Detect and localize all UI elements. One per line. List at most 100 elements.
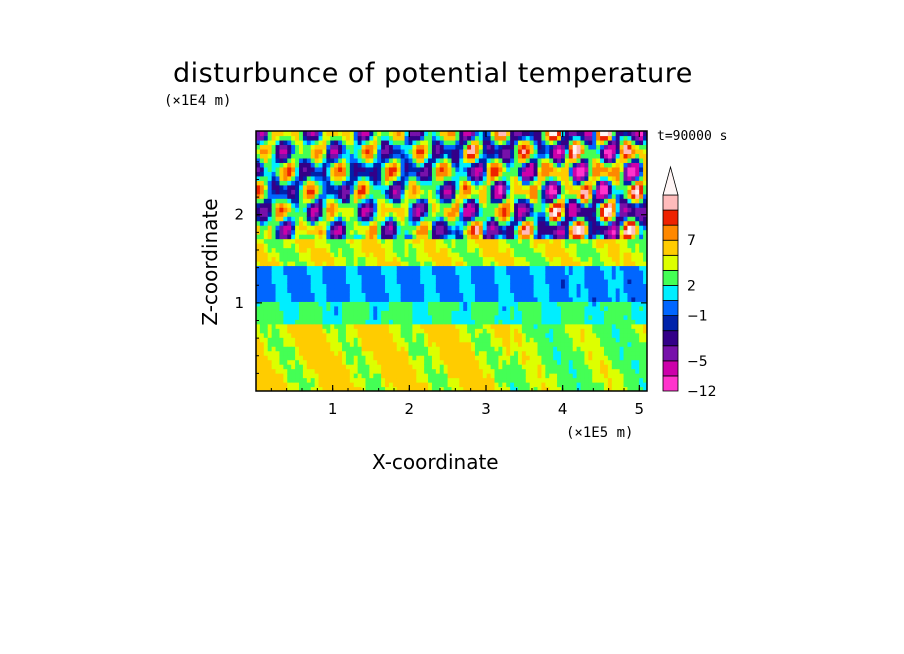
field-cell: [510, 153, 515, 159]
field-cell: [502, 144, 507, 150]
field-cell: [424, 359, 429, 365]
field-cell: [291, 180, 296, 186]
field-cell: [568, 373, 574, 379]
x-axis-unit: (×1E5 m): [566, 425, 634, 441]
field-cell: [342, 359, 347, 365]
field-cell: [529, 341, 535, 347]
field-cell: [435, 193, 441, 199]
field-cell: [279, 283, 284, 289]
field-cell: [576, 310, 582, 316]
field-cell: [275, 207, 281, 213]
field-cell: [435, 323, 441, 329]
field-cell: [463, 305, 468, 311]
field-cell: [451, 301, 457, 307]
field-cell: [388, 175, 394, 181]
field-cell: [545, 252, 550, 258]
field-cell: [443, 171, 449, 177]
field-cell: [459, 166, 464, 172]
field-cell: [322, 148, 327, 155]
field-cell: [510, 207, 515, 213]
field-cell: [588, 211, 593, 217]
field-cell: [443, 207, 449, 213]
field-cell: [412, 252, 417, 258]
field-cell: [267, 184, 273, 190]
field-cell: [385, 202, 390, 208]
field-cell: [365, 296, 370, 302]
field-cell: [283, 274, 288, 280]
field-cell: [588, 337, 593, 343]
field-cell: [412, 341, 417, 347]
field-cell: [291, 234, 296, 240]
field-cell: [529, 314, 535, 320]
field-cell: [439, 332, 445, 338]
field-cell: [263, 180, 269, 186]
field-cell: [338, 368, 343, 374]
field-cell: [302, 310, 308, 316]
field-cell: [256, 166, 261, 172]
field-cell: [443, 157, 449, 163]
field-cell: [263, 211, 269, 217]
field-cell: [431, 153, 437, 159]
field-cell: [474, 180, 480, 186]
field-cell: [557, 269, 562, 276]
field-cell: [388, 314, 394, 320]
field-cell: [439, 216, 445, 222]
field-cell: [259, 220, 265, 226]
field-cell: [267, 377, 273, 383]
field-cell: [416, 189, 421, 195]
field-cell: [447, 238, 453, 244]
field-cell: [326, 162, 331, 168]
field-cell: [361, 198, 367, 204]
field-cell: [334, 139, 339, 146]
field-cell: [259, 377, 265, 383]
field-cell: [533, 382, 539, 388]
field-cell: [474, 171, 480, 177]
field-cell: [568, 359, 574, 365]
field-cell: [490, 139, 496, 146]
field-cell: [381, 386, 386, 391]
field-cell: [545, 341, 550, 347]
field-cell: [576, 301, 582, 307]
field-cell: [306, 180, 312, 186]
field-cell: [416, 355, 421, 361]
field-cell: [259, 368, 265, 374]
field-cell: [455, 148, 460, 155]
field-cell: [420, 296, 425, 302]
field-cell: [345, 247, 351, 253]
field-cell: [338, 131, 343, 137]
field-cell: [560, 202, 566, 208]
field-cell: [342, 175, 347, 181]
field-cell: [361, 350, 367, 356]
field-cell: [369, 234, 374, 240]
field-cell: [545, 189, 550, 195]
field-cell: [267, 319, 273, 325]
field-cell: [474, 341, 480, 347]
field-cell: [447, 341, 453, 347]
field-cell: [263, 202, 269, 208]
field-cell: [283, 386, 288, 391]
field-cell: [388, 373, 394, 379]
field-cell: [408, 180, 413, 186]
field-cell: [424, 350, 429, 356]
field-cell: [576, 256, 582, 262]
field-cell: [447, 175, 453, 181]
field-cell: [349, 386, 355, 391]
field-cell: [279, 314, 284, 320]
field-cell: [349, 166, 355, 172]
field-cell: [510, 278, 515, 285]
field-cell: [572, 202, 578, 208]
field-cell: [447, 377, 453, 383]
field-cell: [471, 278, 476, 285]
field-cell: [525, 337, 531, 343]
field-cell: [459, 377, 464, 383]
field-cell: [525, 153, 531, 159]
field-cell: [416, 314, 421, 320]
field-cell: [400, 229, 406, 235]
field-cell: [259, 139, 265, 146]
field-cell: [431, 207, 437, 213]
field-cell: [431, 373, 437, 379]
field-cell: [388, 211, 394, 217]
field-cell: [318, 256, 324, 262]
field-cell: [455, 265, 460, 271]
field-cell: [498, 229, 503, 235]
